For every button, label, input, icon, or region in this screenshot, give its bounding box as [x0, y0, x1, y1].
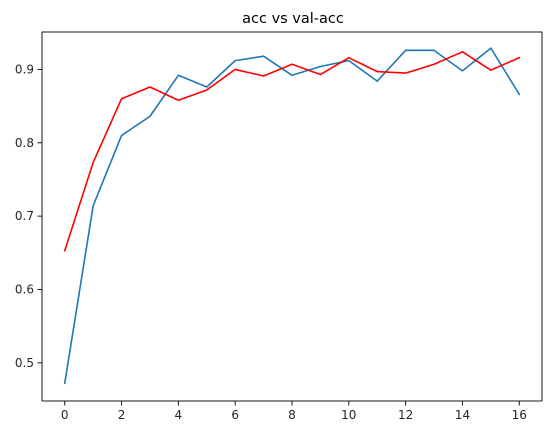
chart-title: acc vs val-acc: [242, 11, 344, 27]
series-line-1: [63, 51, 521, 252]
x-tick-label: 12: [398, 408, 413, 422]
x-tick-label: 8: [288, 408, 296, 422]
x-tick-label: 6: [231, 408, 239, 422]
y-tick-label: 0.9: [15, 62, 34, 76]
x-tick-label: 0: [61, 408, 69, 422]
y-tick-label: 0.5: [15, 356, 34, 370]
axes-layer: 0 2 4 6 8 10 12 14 16 0.5 0.6 0.7 0.8 0.9: [15, 31, 543, 422]
x-tick-label: 14: [455, 408, 470, 422]
series-layer: [63, 47, 521, 385]
y-tick-label: 0.8: [15, 136, 34, 150]
x-tick-label: 10: [341, 408, 356, 422]
x-tick-label: 16: [512, 408, 527, 422]
y-tick-label: 0.7: [15, 209, 34, 223]
series-line-0: [63, 47, 521, 385]
x-tick-label: 4: [175, 408, 183, 422]
y-tick-label: 0.6: [15, 282, 34, 296]
x-tick-label: 2: [118, 408, 126, 422]
